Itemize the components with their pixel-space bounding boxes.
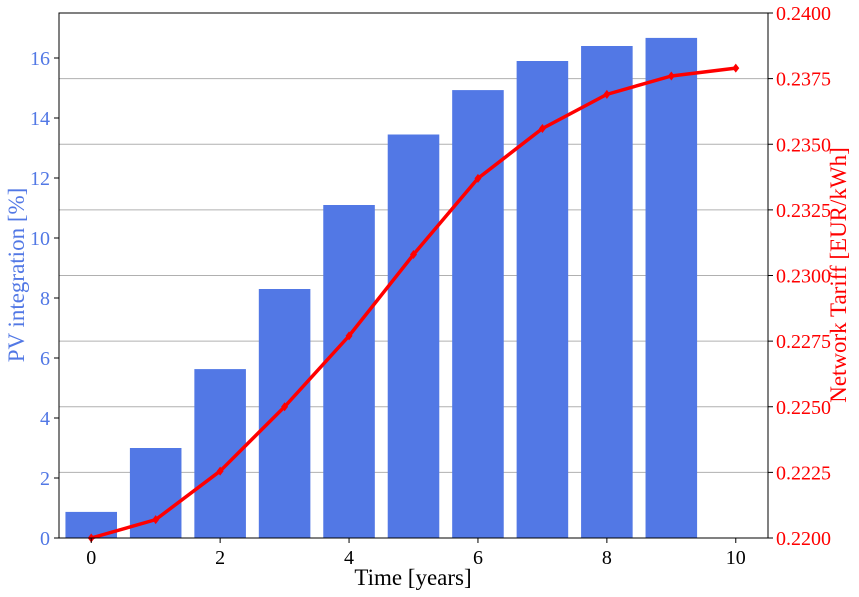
y-right-tick-label: 0.2300 bbox=[776, 266, 831, 288]
x-tick-label: 6 bbox=[473, 547, 483, 569]
y-right-tick-label: 0.2400 bbox=[776, 3, 831, 25]
bars bbox=[65, 37, 698, 539]
x-tick-label: 8 bbox=[602, 547, 612, 569]
y-right-tick-label: 0.2350 bbox=[776, 134, 831, 156]
x-tick-label: 4 bbox=[344, 547, 354, 569]
y-right-tick-label: 0.2275 bbox=[776, 331, 831, 353]
line-marker bbox=[281, 402, 289, 412]
line-marker bbox=[603, 89, 611, 99]
bar bbox=[387, 134, 440, 538]
y-left-tick-label: 6 bbox=[40, 348, 50, 370]
x-tick-label: 2 bbox=[215, 547, 225, 569]
line-marker bbox=[345, 331, 353, 341]
tariff-line bbox=[87, 63, 740, 543]
x-axis-label: Time [years] bbox=[354, 565, 471, 590]
y-axis-right: 0.2200 0.2225 0.2250 0.2275 0.2300 0.2325 0.23… bbox=[768, 3, 831, 550]
line-marker bbox=[732, 63, 740, 73]
line-marker bbox=[410, 250, 417, 259]
y-left-tick-label: 8 bbox=[40, 288, 50, 310]
bar bbox=[323, 205, 375, 538]
line-marker bbox=[474, 173, 482, 183]
bar bbox=[645, 37, 698, 539]
line-marker bbox=[216, 466, 224, 476]
x-tick-label: 0 bbox=[86, 547, 96, 569]
y-left-tick-label: 0 bbox=[40, 528, 50, 550]
x-axis: 0 2 4 6 8 10 bbox=[86, 538, 746, 569]
y-right-tick-label: 0.2325 bbox=[776, 200, 831, 222]
line-marker bbox=[667, 71, 675, 81]
y-left-tick-label: 2 bbox=[40, 468, 50, 490]
y-axis-left: 0 2 4 6 8 10 12 14 16 bbox=[30, 48, 59, 550]
y-axis-right-label: Network Tariff [EUR/kWh] bbox=[826, 147, 851, 403]
bar bbox=[452, 90, 504, 538]
bar bbox=[258, 289, 311, 538]
y-right-tick-label: 0.2250 bbox=[776, 397, 831, 419]
y-left-tick-label: 16 bbox=[30, 48, 50, 70]
y-left-tick-label: 12 bbox=[30, 168, 50, 190]
line-marker bbox=[538, 124, 546, 133]
y-right-tick-label: 0.2200 bbox=[776, 528, 831, 550]
y-right-tick-label: 0.2225 bbox=[776, 462, 831, 484]
y-left-tick-label: 4 bbox=[40, 408, 50, 430]
y-left-tick-label: 14 bbox=[30, 108, 50, 130]
bar bbox=[581, 46, 633, 538]
line-marker bbox=[152, 515, 160, 525]
x-tick-label: 10 bbox=[726, 547, 746, 569]
y-left-tick-label: 10 bbox=[30, 228, 50, 250]
y-right-tick-label: 0.2375 bbox=[776, 69, 831, 91]
y-axis-left-label: PV integration [%] bbox=[4, 188, 29, 363]
